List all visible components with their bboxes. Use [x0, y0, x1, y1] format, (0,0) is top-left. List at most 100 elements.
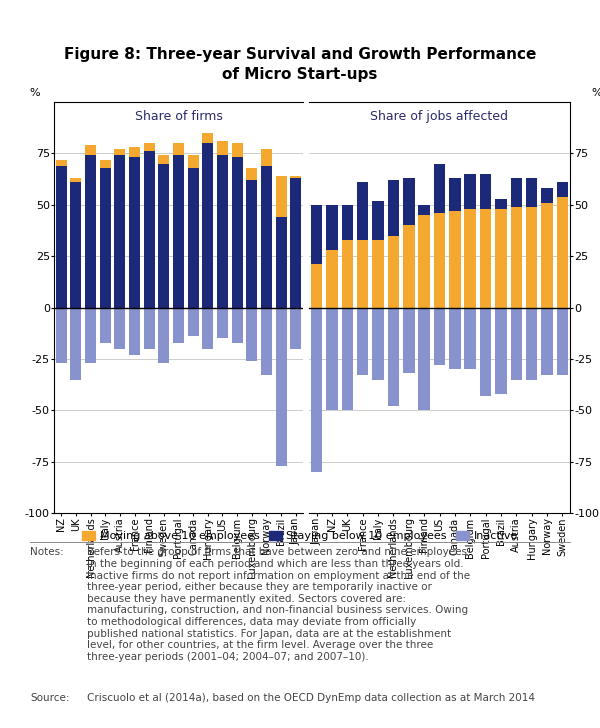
Bar [341, 307, 353, 411]
Bar [418, 215, 430, 307]
Bar [388, 180, 399, 236]
Bar [246, 167, 257, 180]
Bar [144, 151, 155, 307]
Bar [418, 205, 430, 215]
Bar [557, 182, 568, 197]
Bar [85, 155, 96, 307]
Bar [217, 155, 228, 307]
Bar [188, 307, 199, 336]
Bar [434, 164, 445, 213]
Bar [261, 307, 272, 376]
Bar [480, 174, 491, 209]
Bar [261, 149, 272, 166]
Bar [188, 167, 199, 307]
Bar [56, 307, 67, 363]
Text: Share of jobs affected: Share of jobs affected [371, 110, 509, 123]
Bar [217, 141, 228, 155]
Bar [290, 307, 301, 349]
Bar [495, 209, 506, 307]
Bar [115, 155, 125, 307]
Bar [56, 159, 67, 166]
Bar [188, 155, 199, 167]
Bar [326, 250, 338, 307]
Bar [100, 167, 111, 307]
Bar [480, 307, 491, 396]
Bar [464, 307, 476, 369]
Bar [232, 157, 242, 307]
Text: Criscuolo et al (2014a), based on the OECD DynEmp data collection as at March 20: Criscuolo et al (2014a), based on the OE… [87, 693, 535, 703]
Bar [261, 166, 272, 307]
Bar [246, 180, 257, 307]
Bar [480, 209, 491, 307]
Bar [526, 307, 538, 379]
Bar [100, 159, 111, 167]
Bar [311, 307, 322, 472]
Bar [373, 307, 384, 379]
Bar [158, 155, 169, 164]
Bar [495, 199, 506, 209]
Bar [403, 226, 415, 307]
Bar [275, 307, 287, 466]
Bar [246, 307, 257, 361]
Bar [418, 307, 430, 411]
Bar [202, 307, 213, 349]
Bar [511, 207, 522, 307]
Text: %: % [591, 88, 600, 98]
Text: Source:: Source: [30, 693, 70, 703]
Bar [449, 307, 461, 369]
Bar [388, 236, 399, 307]
Bar [202, 132, 213, 143]
Bar [341, 205, 353, 240]
Bar [129, 157, 140, 307]
Bar [326, 307, 338, 411]
Bar [232, 307, 242, 343]
Bar [541, 307, 553, 376]
Bar [85, 307, 96, 363]
Bar [449, 211, 461, 307]
Bar [403, 178, 415, 226]
Text: Refers to the group of firms that have between zero and nine employees
in the be: Refers to the group of firms that have b… [87, 547, 470, 662]
Bar [275, 176, 287, 217]
Bar [129, 307, 140, 355]
Bar [129, 147, 140, 157]
Bar [434, 307, 445, 365]
Bar [275, 217, 287, 307]
Bar [173, 143, 184, 155]
Bar [173, 155, 184, 307]
Bar [357, 182, 368, 240]
Bar [70, 178, 82, 182]
Bar [403, 307, 415, 373]
Bar [158, 307, 169, 363]
Bar [144, 143, 155, 151]
Bar [526, 207, 538, 307]
Bar [85, 145, 96, 155]
Bar [341, 240, 353, 307]
Bar [373, 240, 384, 307]
Bar [526, 178, 538, 207]
Bar [202, 143, 213, 307]
Bar [217, 307, 228, 339]
Bar [541, 202, 553, 307]
Bar [557, 197, 568, 307]
Bar [373, 201, 384, 240]
Bar [115, 149, 125, 155]
Bar [434, 213, 445, 307]
Bar [464, 209, 476, 307]
Bar [464, 174, 476, 209]
Bar [144, 307, 155, 349]
Bar [115, 307, 125, 349]
Bar [311, 264, 322, 307]
Text: Share of firms: Share of firms [134, 110, 223, 123]
Bar [557, 307, 568, 376]
Bar [388, 307, 399, 406]
Bar [70, 182, 82, 307]
Legend: Moving above 10 employees, Staying below 10 employees, Inactive: Moving above 10 employees, Staying below… [77, 526, 523, 545]
Bar [357, 240, 368, 307]
Bar [495, 307, 506, 394]
Text: %: % [29, 88, 40, 98]
Bar [100, 307, 111, 343]
Text: Notes:: Notes: [30, 547, 64, 558]
Bar [326, 205, 338, 250]
Text: Figure 8: Three-year Survival and Growth Performance
of Micro Start-ups: Figure 8: Three-year Survival and Growth… [64, 47, 536, 82]
Bar [511, 178, 522, 207]
